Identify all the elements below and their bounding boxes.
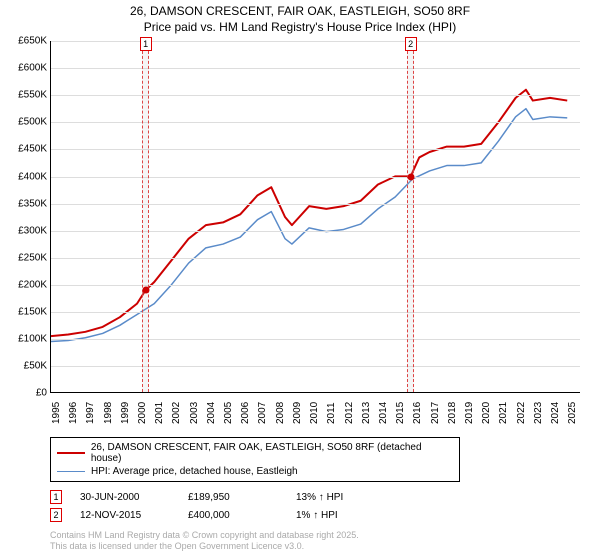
y-tick-label: £350K [3,198,47,209]
note-row: 1 30-JUN-2000 £189,950 13% ↑ HPI [50,488,588,506]
x-tick-label: 2007 [257,402,268,424]
note-marker: 1 [50,490,62,504]
y-tick-label: £550K [3,90,47,101]
gridline [51,177,580,178]
note-date: 30-JUN-2000 [80,492,170,503]
x-tick-label: 2004 [206,402,217,424]
gridline [51,285,580,286]
x-tick-label: 2013 [361,402,372,424]
legend-label: 26, DAMSON CRESCENT, FAIR OAK, EASTLEIGH… [91,442,453,464]
x-tick-label: 1999 [120,402,131,424]
gridline [51,258,580,259]
y-tick-label: £200K [3,279,47,290]
gridline [51,366,580,367]
chart-area: £0£50K£100K£150K£200K£250K£300K£350K£400… [50,41,588,393]
x-tick-label: 1998 [103,402,114,424]
legend-item: 26, DAMSON CRESCENT, FAIR OAK, EASTLEIGH… [57,441,453,465]
gridline [51,95,580,96]
note-marker: 2 [50,508,62,522]
note-price: £189,950 [188,492,278,503]
title-subtitle: Price paid vs. HM Land Registry's House … [0,20,600,36]
x-tick-label: 2024 [550,402,561,424]
y-tick-label: £250K [3,252,47,263]
sale-band [407,41,414,392]
sale-marker: 1 [140,37,152,51]
x-tick-label: 2001 [154,402,165,424]
y-tick-label: £100K [3,334,47,345]
note-price: £400,000 [188,510,278,521]
y-tick-label: £150K [3,306,47,317]
x-tick-label: 2009 [292,402,303,424]
y-tick-label: £500K [3,117,47,128]
x-tick-label: 2018 [447,402,458,424]
x-tick-label: 2019 [464,402,475,424]
y-tick-label: £0 [3,388,47,399]
legend-swatch [57,471,85,472]
sale-point-dot [407,173,414,180]
footer-line1: Contains HM Land Registry data © Crown c… [50,530,588,541]
legend-swatch [57,452,85,454]
sale-marker: 2 [405,37,417,51]
title-address: 26, DAMSON CRESCENT, FAIR OAK, EASTLEIGH… [0,4,600,20]
x-tick-label: 2016 [412,402,423,424]
x-tick-label: 2008 [275,402,286,424]
x-tick-label: 2025 [567,402,578,424]
x-tick-label: 2006 [240,402,251,424]
chart-container: 26, DAMSON CRESCENT, FAIR OAK, EASTLEIGH… [0,0,600,560]
x-tick-label: 1997 [85,402,96,424]
series-line-price_paid [51,90,567,336]
sale-notes: 1 30-JUN-2000 £189,950 13% ↑ HPI 2 12-NOV-201… [50,488,588,524]
note-delta: 1% ↑ HPI [296,510,386,521]
footer-line2: This data is licensed under the Open Gov… [50,541,588,552]
gridline [51,339,580,340]
y-tick-label: £450K [3,144,47,155]
x-tick-label: 2015 [395,402,406,424]
x-tick-label: 1995 [51,402,62,424]
x-tick-label: 1996 [68,402,79,424]
x-tick-label: 2005 [223,402,234,424]
note-delta: 13% ↑ HPI [296,492,386,503]
series-line-hpi [51,109,567,342]
y-tick-label: £650K [3,36,47,47]
x-tick-label: 2017 [430,402,441,424]
x-tick-label: 2021 [498,402,509,424]
note-date: 12-NOV-2015 [80,510,170,521]
x-tick-label: 2011 [326,403,337,425]
x-tick-label: 2012 [344,402,355,424]
legend-box: 26, DAMSON CRESCENT, FAIR OAK, EASTLEIGH… [50,437,460,482]
sale-point-dot [142,287,149,294]
gridline [51,312,580,313]
chart-title: 26, DAMSON CRESCENT, FAIR OAK, EASTLEIGH… [0,0,600,37]
x-tick-label: 2000 [137,402,148,424]
gridline [51,68,580,69]
x-tick-label: 2023 [533,402,544,424]
gridline [51,122,580,123]
gridline [51,231,580,232]
x-tick-label: 2010 [309,402,320,424]
legend-label: HPI: Average price, detached house, East… [91,466,298,477]
gridline [51,204,580,205]
x-tick-label: 2014 [378,402,389,424]
note-row: 2 12-NOV-2015 £400,000 1% ↑ HPI [50,506,588,524]
legend-item: HPI: Average price, detached house, East… [57,465,453,478]
y-tick-label: £50K [3,361,47,372]
y-tick-label: £400K [3,171,47,182]
y-tick-label: £300K [3,225,47,236]
line-series-svg [51,41,581,393]
sale-band [142,41,149,392]
x-tick-label: 2002 [171,402,182,424]
gridline [51,149,580,150]
gridline [51,41,580,42]
y-tick-label: £600K [3,63,47,74]
plot-region: £0£50K£100K£150K£200K£250K£300K£350K£400… [50,41,580,393]
footer-attribution: Contains HM Land Registry data © Crown c… [50,530,588,553]
x-tick-label: 2020 [481,402,492,424]
x-tick-label: 2022 [516,402,527,424]
x-tick-label: 2003 [189,402,200,424]
